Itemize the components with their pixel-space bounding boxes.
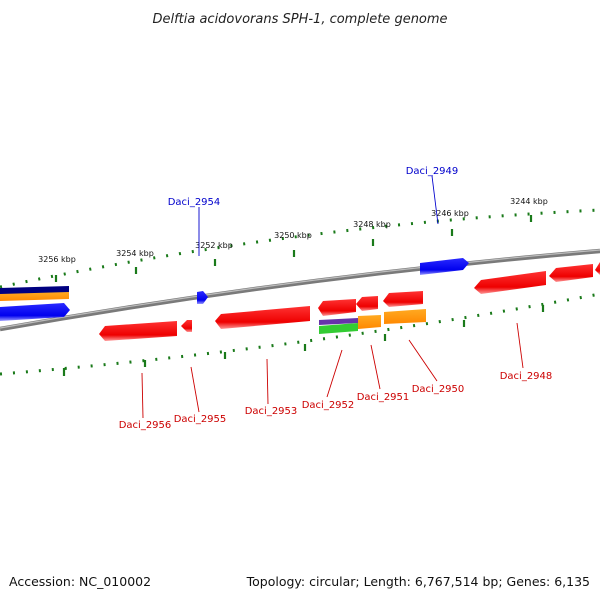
lower-major-ticks	[62, 305, 545, 376]
gene-reverse-arrow[interactable]	[595, 262, 600, 275]
gene-daci-2949[interactable]	[420, 258, 469, 275]
genome-summary-text: Topology: circular; Length: 6,767,514 bp…	[246, 574, 590, 589]
feature-orange-bar[interactable]	[384, 309, 426, 324]
upper-tick-track	[0, 208, 600, 289]
gene-label-forward[interactable]: Daci_2949	[406, 166, 459, 177]
gene-daci-2951[interactable]	[356, 296, 378, 311]
upper-major-ticks	[54, 215, 533, 282]
reverse-leader-lines	[141, 322, 524, 419]
gene-label-reverse[interactable]: Daci_2951	[357, 392, 410, 403]
kbp-label: 3244 kbp	[510, 197, 548, 206]
gene-label-reverse[interactable]: Daci_2952	[302, 400, 355, 411]
kbp-label: 3256 kbp	[38, 255, 76, 264]
gene-label-reverse[interactable]: Daci_2956	[119, 420, 172, 431]
feature-orange-bar[interactable]	[0, 292, 69, 301]
kbp-label: 3248 kbp	[353, 220, 391, 229]
kbp-label: 3254 kbp	[116, 249, 154, 258]
gene-daci-2953[interactable]	[215, 306, 310, 329]
genome-backbone-highlight	[0, 249, 600, 329]
gene-daci-2948[interactable]	[474, 271, 546, 294]
gene-daci-2956[interactable]	[99, 321, 177, 341]
gene-daci-2955[interactable]	[181, 320, 192, 332]
gene-daci-2954[interactable]	[197, 291, 208, 304]
gene-label-reverse[interactable]: Daci_2953	[245, 406, 298, 417]
gene-forward-arrow[interactable]	[0, 303, 70, 321]
label-leader-line	[431, 175, 439, 225]
kbp-label: 3250 kbp	[274, 231, 312, 240]
gene-label-reverse[interactable]: Daci_2955	[174, 414, 227, 425]
genome-backbone	[0, 248, 600, 332]
gene-label-reverse[interactable]: Daci_2950	[412, 384, 465, 395]
feature-orange-bar[interactable]	[358, 315, 381, 329]
kbp-label: 3246 kbp	[431, 209, 469, 218]
gene-daci-2950[interactable]	[383, 291, 423, 307]
gene-reverse-arrow[interactable]	[549, 264, 593, 282]
gene-daci-2952[interactable]	[318, 299, 356, 316]
gene-label-reverse[interactable]: Daci_2948	[500, 371, 553, 382]
gene-label-forward[interactable]: Daci_2954	[168, 197, 221, 208]
map-title: Delftia acidovorans SPH-1, complete geno…	[152, 12, 447, 27]
lower-tick-track	[0, 292, 600, 376]
kbp-label: 3252 kbp	[195, 241, 233, 250]
feature-purple-bar[interactable]	[319, 318, 358, 325]
accession-text: Accession: NC_010002	[9, 574, 151, 589]
feature-green-bar[interactable]	[319, 323, 358, 334]
